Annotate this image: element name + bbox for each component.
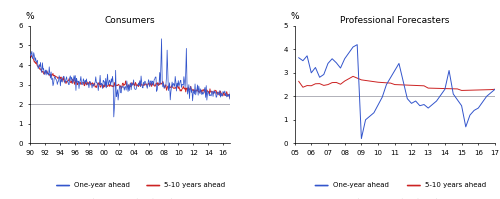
Text: One-year ahead: One-year ahead — [332, 182, 388, 188]
Title: Professional Forecasters: Professional Forecasters — [340, 16, 450, 25]
Title: Consumers: Consumers — [105, 16, 156, 25]
Text: 5-10 years ahead: 5-10 years ahead — [425, 182, 486, 188]
Text: %: % — [26, 12, 34, 21]
Text: %: % — [290, 12, 299, 21]
Text: 5-10 years ahead: 5-10 years ahead — [164, 182, 226, 188]
Text: One-year ahead: One-year ahead — [74, 182, 130, 188]
